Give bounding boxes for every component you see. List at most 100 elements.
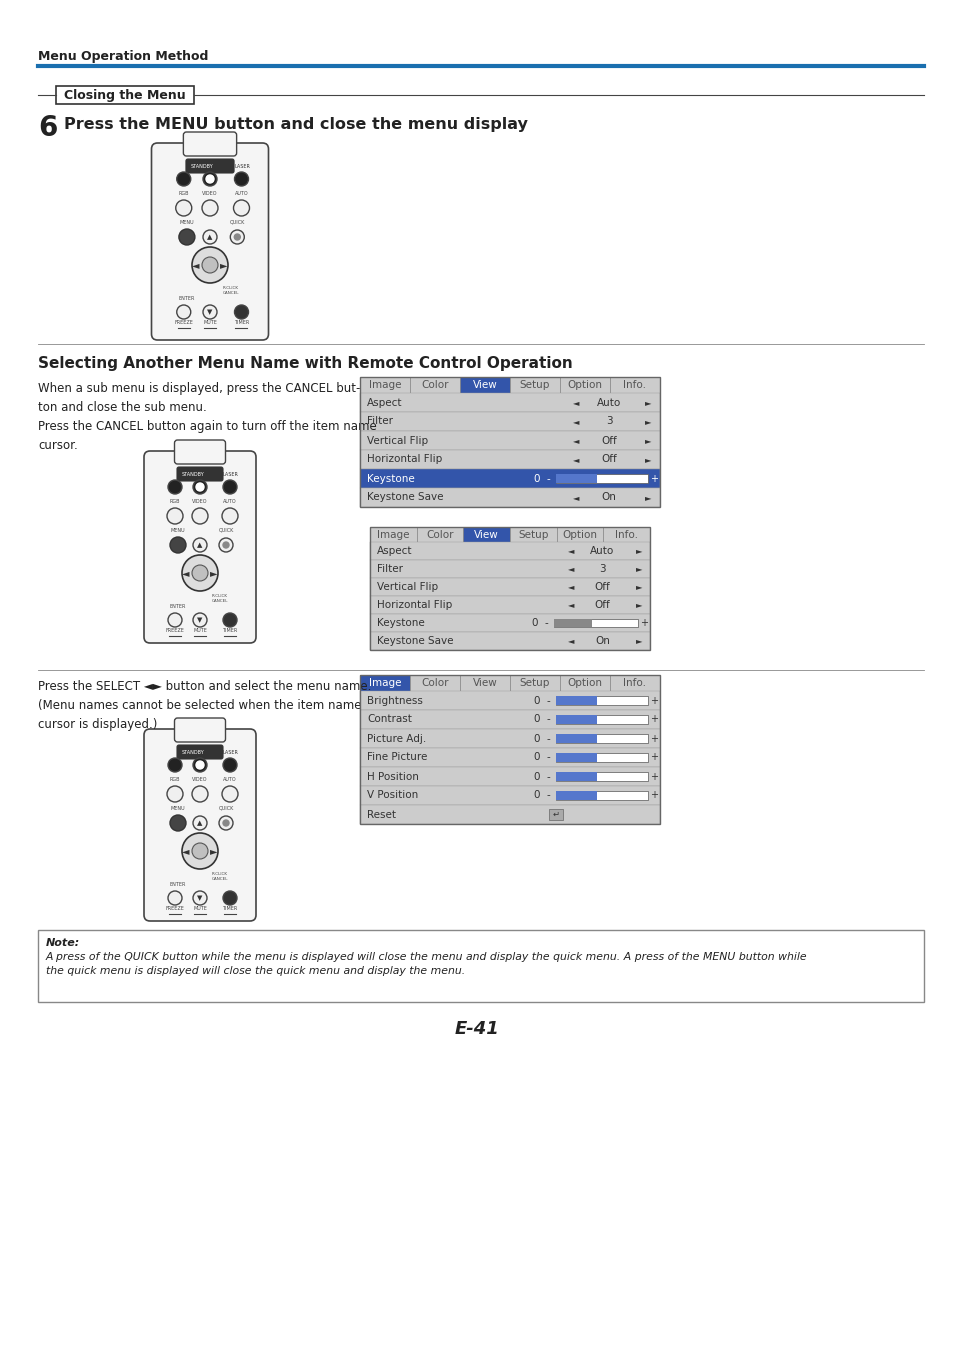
Bar: [556, 772, 597, 780]
Bar: [556, 716, 597, 724]
Bar: [38, 930, 923, 1002]
Bar: [609, 675, 659, 692]
Bar: [556, 735, 647, 743]
Circle shape: [193, 891, 207, 905]
Text: ◄: ◄: [572, 435, 578, 445]
Text: View: View: [472, 678, 497, 687]
Text: On: On: [601, 492, 616, 503]
Circle shape: [233, 200, 250, 216]
Text: ◄: ◄: [568, 565, 575, 573]
Bar: [359, 767, 659, 786]
Bar: [556, 754, 647, 762]
Text: +: +: [649, 733, 658, 744]
Circle shape: [230, 231, 244, 244]
Bar: [359, 748, 659, 767]
Bar: [510, 675, 559, 692]
Bar: [359, 729, 659, 748]
Text: ◄: ◄: [568, 546, 575, 555]
Text: QUICK: QUICK: [218, 806, 233, 811]
Bar: [556, 474, 597, 483]
Text: STANDBY: STANDBY: [182, 749, 205, 755]
Text: MUTE: MUTE: [203, 319, 216, 325]
Text: Color: Color: [426, 530, 454, 539]
Text: LASER: LASER: [233, 163, 250, 168]
Text: View: View: [474, 530, 498, 539]
Text: Info.: Info.: [615, 530, 638, 539]
Bar: [556, 791, 647, 799]
Text: AUTO: AUTO: [223, 776, 236, 782]
Text: 6: 6: [38, 115, 57, 142]
Circle shape: [192, 565, 208, 581]
Text: Picture Adj.: Picture Adj.: [367, 733, 426, 744]
Bar: [370, 527, 649, 650]
Text: MUTE: MUTE: [193, 906, 207, 911]
Text: ►: ►: [635, 600, 641, 609]
Text: ◄: ◄: [572, 398, 578, 407]
Bar: [359, 692, 659, 710]
Circle shape: [202, 257, 218, 274]
Text: 0  -: 0 -: [534, 790, 550, 801]
Text: TIMER: TIMER: [233, 319, 249, 325]
Text: 0  -: 0 -: [534, 771, 550, 782]
Bar: [410, 675, 459, 692]
Circle shape: [192, 247, 228, 283]
Text: ►: ►: [635, 546, 641, 555]
Text: Aspect: Aspect: [367, 398, 402, 407]
Bar: [359, 377, 410, 394]
Text: Auto: Auto: [590, 546, 614, 555]
Bar: [459, 377, 510, 394]
Text: Closing the Menu: Closing the Menu: [64, 89, 186, 101]
FancyBboxPatch shape: [183, 132, 236, 156]
Bar: [359, 805, 659, 824]
Circle shape: [192, 786, 208, 802]
Text: +: +: [649, 696, 658, 705]
Circle shape: [234, 173, 248, 186]
Bar: [510, 377, 559, 394]
Text: ►: ►: [635, 565, 641, 573]
Text: Auto: Auto: [597, 398, 620, 407]
Text: Image: Image: [369, 678, 401, 687]
Text: VIDEO: VIDEO: [193, 776, 208, 782]
Text: Vertical Flip: Vertical Flip: [376, 582, 437, 592]
Circle shape: [175, 200, 192, 216]
Bar: [548, 809, 562, 820]
Text: AUTO: AUTO: [234, 191, 248, 195]
Bar: [359, 675, 410, 692]
Circle shape: [192, 508, 208, 524]
Text: ◄: ◄: [568, 582, 575, 592]
Bar: [359, 488, 659, 507]
Text: V Position: V Position: [367, 790, 417, 801]
Circle shape: [193, 816, 207, 830]
Text: ▼: ▼: [197, 617, 202, 623]
Text: ►: ►: [635, 582, 641, 592]
Text: 0  -: 0 -: [534, 473, 550, 484]
Bar: [459, 675, 510, 692]
Circle shape: [182, 555, 218, 590]
Text: ►: ►: [644, 417, 651, 426]
Circle shape: [193, 613, 207, 627]
Text: +: +: [649, 790, 658, 801]
Bar: [556, 716, 647, 724]
Text: STANDBY: STANDBY: [182, 472, 205, 476]
Bar: [559, 675, 609, 692]
Text: Contrast: Contrast: [367, 714, 412, 724]
Text: R-CLICK
CANCEL: R-CLICK CANCEL: [212, 872, 228, 880]
Bar: [359, 469, 659, 488]
Bar: [602, 527, 649, 542]
Text: ENTER: ENTER: [170, 604, 186, 609]
Circle shape: [193, 480, 207, 493]
Text: ◄: ◄: [572, 493, 578, 501]
Circle shape: [219, 538, 233, 551]
Circle shape: [223, 820, 229, 826]
Text: ►: ►: [644, 493, 651, 501]
Circle shape: [202, 200, 218, 216]
Bar: [359, 394, 659, 412]
Text: TIMER: TIMER: [222, 906, 237, 911]
Text: AUTO: AUTO: [223, 499, 236, 504]
Text: Setup: Setup: [517, 530, 548, 539]
Bar: [556, 735, 597, 743]
Circle shape: [182, 833, 218, 869]
Text: Option: Option: [567, 380, 602, 390]
Text: LASER: LASER: [223, 749, 238, 755]
Text: 0  -: 0 -: [534, 752, 550, 763]
